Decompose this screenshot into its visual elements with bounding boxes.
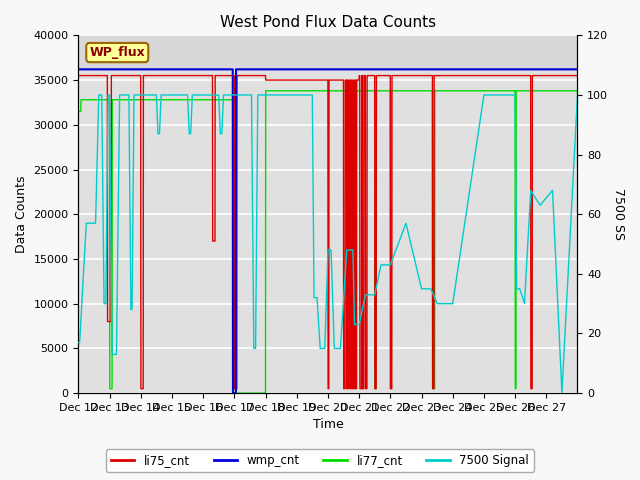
Legend: li75_cnt, wmp_cnt, li77_cnt, 7500 Signal: li75_cnt, wmp_cnt, li77_cnt, 7500 Signal [106, 449, 534, 472]
Y-axis label: Data Counts: Data Counts [15, 176, 28, 253]
Bar [79, 36, 577, 71]
Title: West Pond Flux Data Counts: West Pond Flux Data Counts [220, 15, 436, 30]
X-axis label: Time: Time [312, 419, 343, 432]
Text: WP_flux: WP_flux [90, 46, 145, 59]
Y-axis label: 7500 SS: 7500 SS [612, 188, 625, 240]
